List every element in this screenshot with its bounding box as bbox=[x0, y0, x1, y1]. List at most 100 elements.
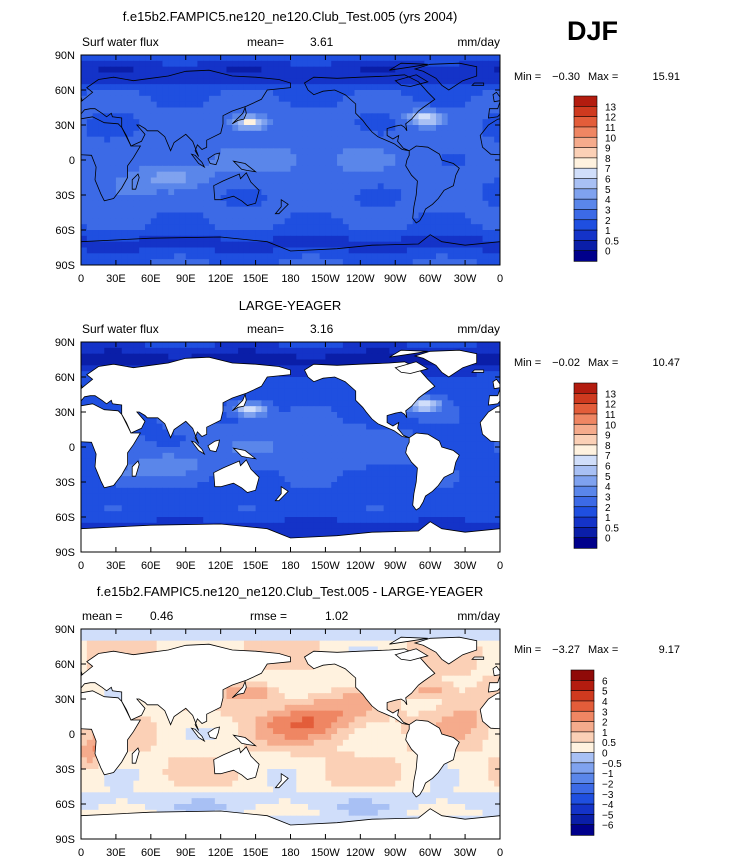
field-cell bbox=[307, 113, 315, 120]
field-cell bbox=[459, 95, 466, 103]
field-cell bbox=[470, 206, 478, 213]
field-cell bbox=[168, 130, 175, 138]
field-cell bbox=[110, 107, 117, 114]
field-cell bbox=[255, 241, 262, 248]
field-cell bbox=[150, 177, 158, 184]
field-cell bbox=[191, 136, 198, 143]
field-cell bbox=[307, 417, 315, 425]
field-cell bbox=[278, 429, 286, 436]
field-cell bbox=[325, 66, 332, 73]
field-cell bbox=[465, 84, 472, 91]
field-cell bbox=[162, 119, 169, 126]
field-cell bbox=[302, 435, 309, 442]
field-cell bbox=[156, 511, 163, 518]
field-cell bbox=[488, 72, 495, 79]
field-cell bbox=[232, 487, 239, 495]
field-cell bbox=[139, 253, 146, 260]
field-cell bbox=[191, 200, 198, 208]
field-cell bbox=[185, 200, 193, 208]
field-cell bbox=[145, 119, 152, 126]
field-cell bbox=[284, 400, 291, 407]
field-cell bbox=[470, 511, 478, 518]
field-cell bbox=[139, 195, 146, 202]
field-cell bbox=[441, 412, 449, 419]
field-cell bbox=[395, 60, 402, 68]
colorbar-box bbox=[573, 250, 598, 262]
field-cell bbox=[214, 55, 222, 62]
field-cell bbox=[430, 160, 437, 167]
field-cell bbox=[412, 218, 420, 225]
field-cell bbox=[290, 148, 297, 155]
field-cell bbox=[360, 230, 367, 237]
field-cell bbox=[418, 359, 425, 366]
field-cell bbox=[92, 95, 99, 103]
field-cell bbox=[92, 400, 99, 407]
field-cell bbox=[261, 423, 268, 430]
field-cell bbox=[302, 119, 309, 126]
field-cell bbox=[191, 60, 198, 68]
field-cell bbox=[203, 136, 210, 143]
field-cell bbox=[401, 189, 408, 196]
field-cell bbox=[348, 55, 356, 62]
field-cell bbox=[366, 101, 373, 108]
field-cell bbox=[139, 183, 146, 190]
field-cell bbox=[92, 212, 99, 219]
field-cell bbox=[104, 359, 111, 366]
field-cell bbox=[267, 511, 274, 518]
field-cell bbox=[86, 218, 94, 225]
field-cell bbox=[401, 423, 408, 430]
field-cell bbox=[150, 441, 158, 448]
field-cell bbox=[383, 160, 390, 167]
field-cell bbox=[482, 452, 489, 460]
field-cell bbox=[168, 200, 175, 208]
field-cell bbox=[145, 165, 152, 173]
field-cell bbox=[383, 183, 390, 190]
field-cell bbox=[98, 189, 105, 196]
field-cell bbox=[342, 154, 350, 161]
field-cell bbox=[360, 342, 367, 349]
min-value: −0.02 bbox=[552, 357, 580, 369]
field-cell bbox=[383, 95, 390, 103]
field-cell bbox=[313, 189, 321, 196]
field-cell bbox=[342, 72, 350, 79]
field-cell bbox=[435, 253, 443, 260]
field-cell bbox=[430, 230, 437, 237]
field-cell bbox=[389, 511, 396, 518]
field-cell bbox=[360, 95, 367, 103]
field-cell bbox=[348, 125, 356, 132]
field-cell bbox=[249, 429, 257, 436]
field-cell bbox=[226, 55, 233, 62]
field-cell bbox=[238, 412, 245, 419]
field-cell bbox=[447, 517, 454, 524]
field-cell bbox=[179, 429, 187, 436]
field-cell bbox=[220, 113, 227, 120]
field-cell bbox=[104, 511, 111, 518]
field-cell bbox=[168, 230, 175, 237]
colorbar-box bbox=[573, 209, 598, 221]
field-cell bbox=[284, 517, 291, 524]
field-cell bbox=[319, 230, 326, 237]
field-cell bbox=[226, 499, 233, 506]
field-cell bbox=[203, 55, 210, 62]
field-cell bbox=[86, 101, 94, 108]
field-cell bbox=[162, 230, 169, 237]
field-cell bbox=[267, 247, 274, 254]
field-cell bbox=[121, 493, 129, 500]
field-cell bbox=[191, 470, 198, 477]
field-cell bbox=[261, 230, 268, 237]
field-cell bbox=[249, 235, 257, 243]
field-cell bbox=[127, 130, 134, 138]
field-cell bbox=[255, 458, 262, 465]
field-cell bbox=[296, 259, 303, 265]
field-cell bbox=[348, 177, 356, 184]
field-cell bbox=[435, 230, 443, 237]
field-cell bbox=[453, 165, 460, 173]
field-cell bbox=[203, 470, 210, 477]
field-cell bbox=[430, 365, 437, 372]
field-cell bbox=[331, 90, 338, 97]
field-cell bbox=[226, 113, 233, 120]
field-cell bbox=[342, 517, 350, 524]
field-cell bbox=[278, 95, 286, 103]
field-cell bbox=[313, 458, 321, 465]
field-cell bbox=[255, 406, 262, 413]
